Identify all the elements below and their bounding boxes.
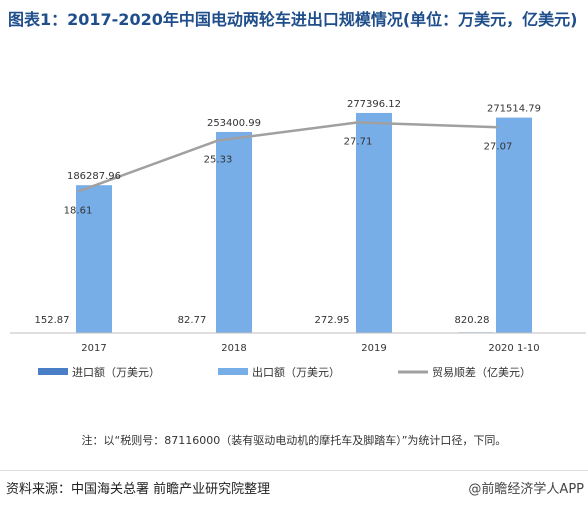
export-value-label: 271514.79	[487, 104, 541, 115]
source-text: 资料来源：中国海关总署 前瞻产业研究院整理	[6, 482, 271, 497]
x-tick-label: 2020 1-10	[488, 343, 539, 354]
footer-divider	[0, 470, 588, 471]
balance-line	[77, 121, 499, 193]
balance-value-label: 18.61	[64, 206, 93, 217]
x-tick-label: 2017	[81, 343, 106, 354]
chart-title: 图表1：2017-2020年中国电动两轮车进出口规模情况(单位：万美元，亿美元)	[8, 10, 578, 29]
chart-note: 注：以“税则号：87116000（装有驱动电动机的摩托车及脚踏车）”为统计口径，…	[81, 434, 507, 447]
import-value-label: 272.95	[315, 315, 350, 326]
combo-chart: 186287.96 152.87 253400.99 82.77 277396.12 27…	[10, 99, 586, 379]
legend-export-swatch	[218, 368, 248, 375]
brand-text: @前瞻经济学人APP	[468, 482, 584, 497]
import-value-label: 152.87	[35, 315, 70, 326]
export-bar	[76, 185, 112, 333]
import-value-label: 82.77	[178, 315, 207, 326]
export-value-label: 253400.99	[207, 118, 261, 129]
x-tick-label: 2018	[221, 343, 246, 354]
legend-balance-label: 贸易顺差（亿美元）	[432, 365, 531, 379]
balance-value-label: 27.71	[344, 136, 373, 147]
balance-value-label: 25.33	[204, 154, 233, 165]
legend-import-label: 进口额（万美元）	[72, 366, 160, 379]
export-bar	[356, 112, 392, 334]
export-bar	[216, 131, 252, 333]
balance-value-label: 27.07	[484, 141, 513, 152]
export-bar	[496, 117, 532, 333]
import-value-label: 820.28	[455, 315, 490, 326]
legend-export-label: 出口额（万美元）	[252, 365, 340, 379]
export-value-label: 186287.96	[67, 171, 121, 182]
export-value-label: 277396.12	[347, 99, 401, 110]
x-tick-label: 2019	[361, 343, 386, 354]
legend-import-swatch	[38, 368, 68, 375]
